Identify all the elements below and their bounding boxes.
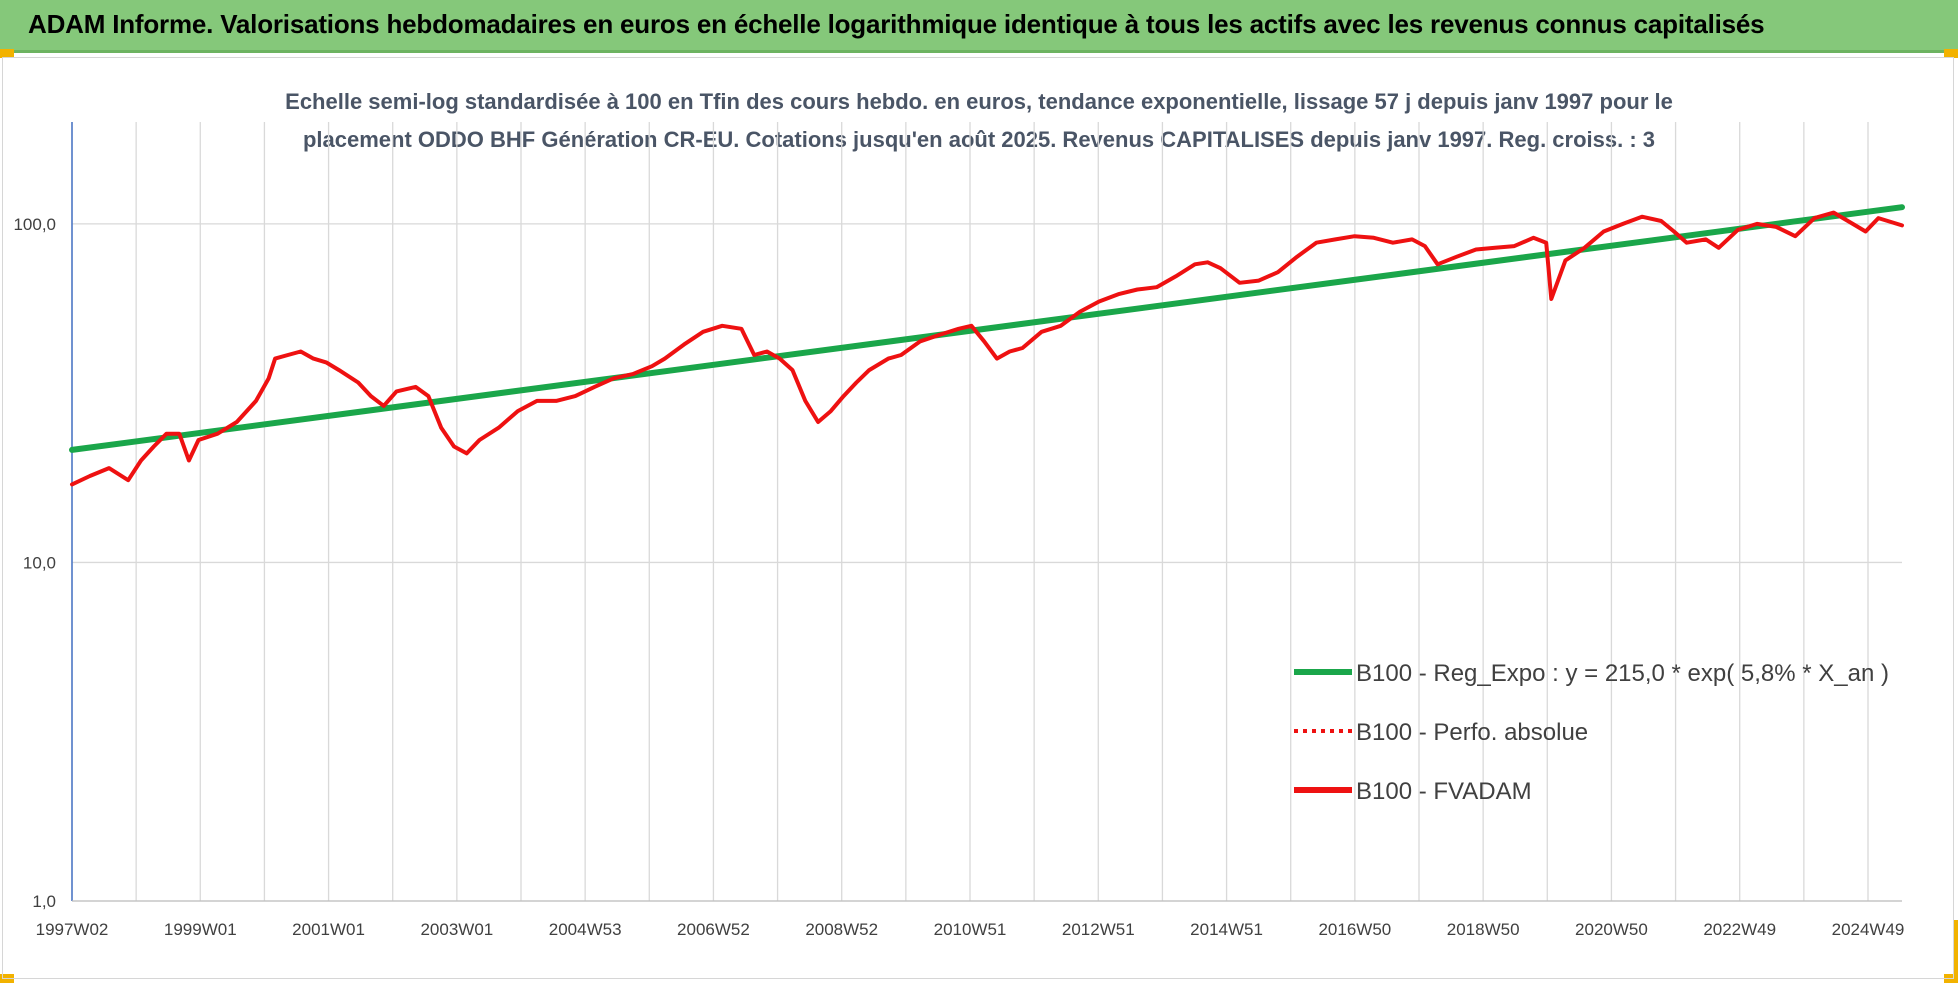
x-tick-label: 2016W50 (1318, 920, 1391, 939)
chart-title: Echelle semi-log standardisée à 100 en T… (285, 89, 1673, 152)
x-tick-label: 2004W53 (549, 920, 622, 939)
x-tick-label: 1999W01 (164, 920, 237, 939)
corner-mark-top-right (1944, 49, 1958, 58)
x-tick-label: 2014W51 (1190, 920, 1263, 939)
y-tick-label: 100,0 (13, 215, 56, 234)
chart-frame (2, 57, 1954, 979)
x-tick-label: 2008W52 (805, 920, 878, 939)
plot-area (69, 204, 1905, 487)
x-tick-label: 2003W01 (420, 920, 493, 939)
corner-mark-top-left (0, 49, 14, 58)
x-tick-label: 2022W49 (1703, 920, 1776, 939)
legend-label-1: B100 - Perfo. absolue (1356, 719, 1588, 746)
y-tick-label: 1,0 (32, 892, 56, 911)
x-tick-label: 2018W50 (1447, 920, 1520, 939)
x-tick-label: 2012W51 (1062, 920, 1135, 939)
y-tick-label: 10,0 (23, 553, 56, 572)
series-line-0 (69, 204, 1905, 453)
legend: B100 - Reg_Expo : y = 215,0 * exp( 5,8% … (1294, 660, 1889, 805)
report-banner: ADAM Informe. Valorisations hebdomadaire… (0, 0, 1958, 53)
x-tick-label: 2020W50 (1575, 920, 1648, 939)
x-tick-label: 2010W51 (934, 920, 1007, 939)
chart-title-line-2: placement ODDO BHF Génération CR-EU. Cot… (303, 127, 1655, 152)
x-tick-label: 2024W49 (1832, 920, 1905, 939)
corner-mark-right-edge (1953, 920, 1958, 980)
series-line-2 (70, 210, 1904, 487)
report-title: ADAM Informe. Valorisations hebdomadaire… (28, 9, 1765, 39)
x-tick-label: 1997W02 (36, 920, 109, 939)
axes: 1,0 10,0 100,0 1997W02 1999W01 2001W01 2003W01… (13, 122, 1904, 939)
grid (71, 122, 1902, 902)
x-tick-label: 2006W52 (677, 920, 750, 939)
legend-label-0: B100 - Reg_Expo : y = 215,0 * exp( 5,8% … (1356, 660, 1889, 687)
chart-title-line-1: Echelle semi-log standardisée à 100 en T… (285, 89, 1673, 114)
x-tick-label: 2001W01 (292, 920, 365, 939)
legend-label-2: B100 - FVADAM (1356, 778, 1532, 805)
